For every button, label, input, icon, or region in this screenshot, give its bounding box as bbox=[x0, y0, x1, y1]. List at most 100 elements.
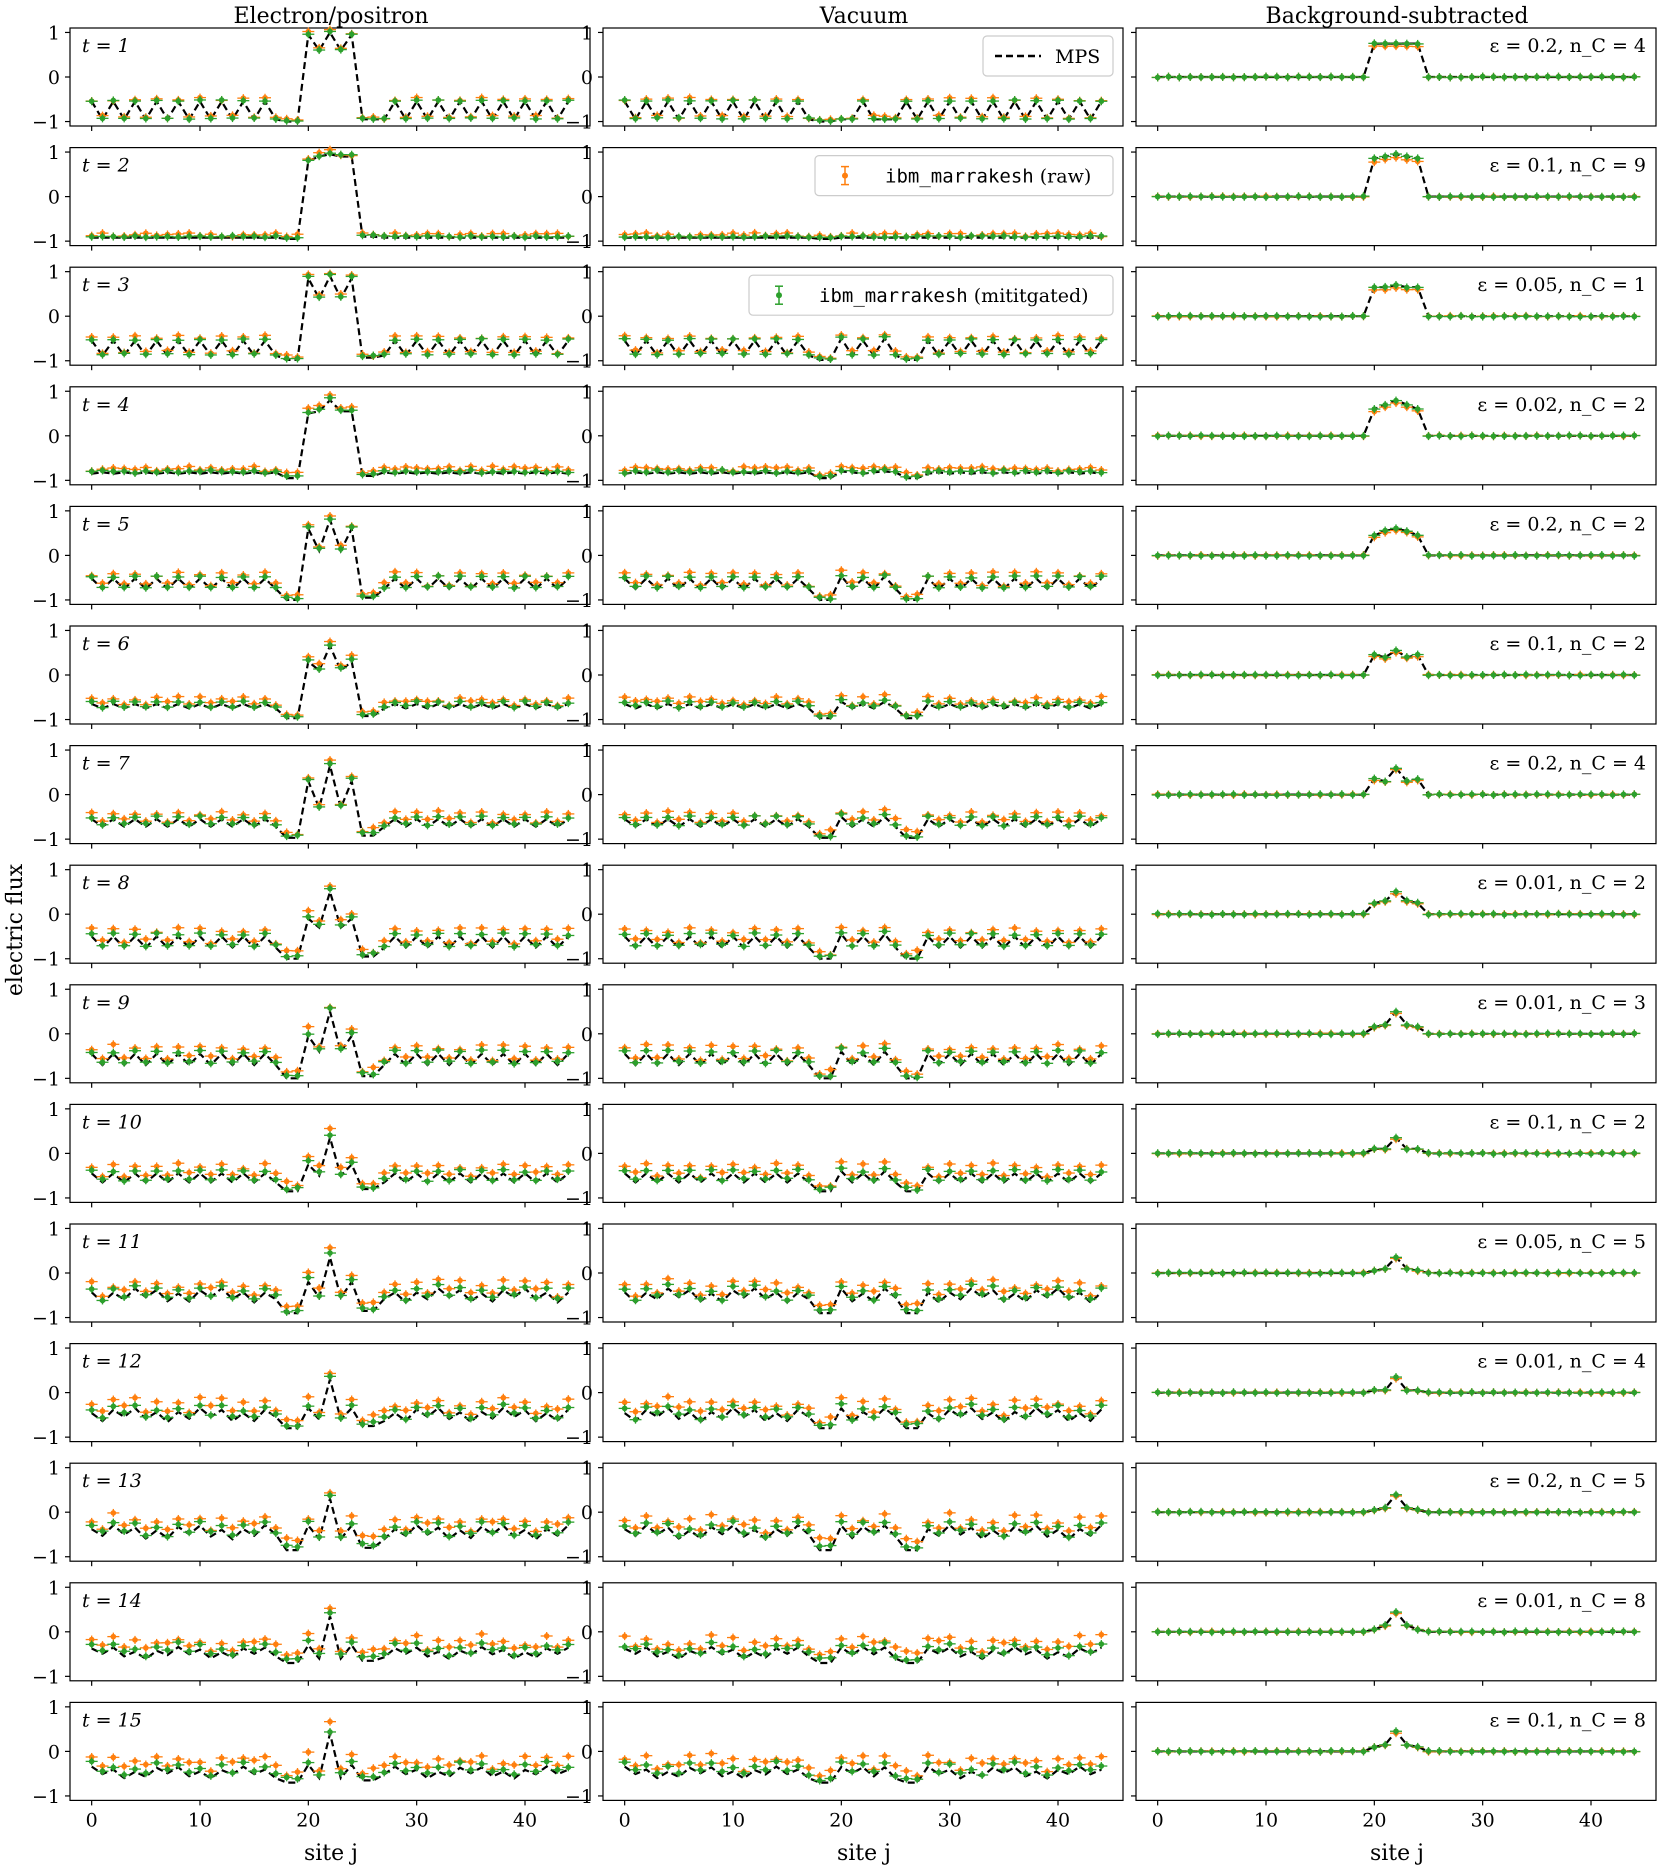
mitigated-point bbox=[175, 469, 182, 476]
mitigated-point bbox=[632, 351, 639, 357]
mitigated-point bbox=[968, 98, 975, 104]
mitigated-point bbox=[1087, 583, 1094, 590]
mitigated-point bbox=[1479, 73, 1486, 80]
mitigated-point bbox=[164, 467, 171, 474]
mitigated-point bbox=[784, 115, 790, 122]
mitigated-point bbox=[784, 233, 790, 239]
mitigated-point bbox=[1087, 350, 1094, 357]
mitigated-point bbox=[1011, 97, 1018, 103]
mitigated-point bbox=[1544, 313, 1551, 320]
mitigated-point bbox=[1382, 402, 1388, 408]
y-tick-label: −1 bbox=[32, 351, 60, 373]
mitigated-point bbox=[881, 116, 888, 122]
mitigated-point bbox=[197, 336, 203, 343]
time-label: t = 6 bbox=[82, 633, 130, 655]
mitigated-point bbox=[316, 666, 322, 672]
mitigated-point bbox=[305, 657, 312, 663]
mitigated-point bbox=[827, 118, 834, 124]
mitigated-point bbox=[370, 352, 377, 359]
mitigated-point bbox=[1349, 74, 1356, 80]
mitigated-point bbox=[1198, 432, 1204, 439]
y-tick-label: 1 bbox=[581, 620, 593, 642]
mitigated-point bbox=[816, 117, 823, 123]
mitigated-point bbox=[1566, 74, 1573, 80]
raw-point bbox=[403, 580, 409, 586]
mitigated-point bbox=[164, 584, 171, 590]
mitigated-point bbox=[511, 585, 517, 591]
mitigated-point bbox=[338, 546, 344, 552]
mitigated-point bbox=[1458, 552, 1464, 558]
mitigated-point bbox=[903, 234, 910, 240]
y-tick-label: −1 bbox=[32, 590, 60, 612]
mitigated-point bbox=[1382, 654, 1388, 661]
mitigated-point bbox=[359, 471, 366, 478]
mitigated-point bbox=[500, 97, 507, 104]
y-tick-label: 1 bbox=[48, 381, 60, 403]
mitigated-point bbox=[370, 710, 377, 717]
mitigated-point bbox=[1317, 313, 1323, 320]
mitigated-point bbox=[153, 233, 160, 240]
raw-point bbox=[99, 580, 106, 587]
mitigated-point bbox=[1534, 313, 1540, 320]
y-tick-label: 0 bbox=[48, 545, 60, 567]
mitigated-point bbox=[565, 97, 572, 104]
mitigated-point bbox=[218, 337, 225, 343]
mitigated-point bbox=[1631, 553, 1638, 559]
mitigated-point bbox=[1284, 193, 1291, 200]
mitigated-point bbox=[305, 157, 312, 164]
mitigated-point bbox=[871, 234, 877, 240]
mitigated-point bbox=[489, 351, 496, 358]
mitigated-point bbox=[424, 115, 431, 121]
mitigated-point bbox=[348, 656, 355, 662]
mitigated-point bbox=[543, 469, 550, 476]
mitigated-point bbox=[979, 233, 985, 239]
raw-point bbox=[381, 579, 387, 586]
mitigated-point bbox=[741, 351, 747, 357]
mitigated-point bbox=[164, 115, 171, 122]
time-label: t = 2 bbox=[82, 155, 130, 177]
mps-line bbox=[91, 153, 569, 240]
mitigated-point bbox=[1523, 433, 1529, 439]
mitigated-point bbox=[806, 702, 812, 709]
mitigated-point bbox=[1469, 552, 1475, 559]
mitigated-point bbox=[806, 234, 812, 240]
mitigated-point bbox=[892, 584, 899, 591]
mitigated-point bbox=[925, 233, 931, 239]
mitigated-point bbox=[348, 31, 355, 38]
mitigated-point bbox=[795, 698, 801, 705]
mitigated-point bbox=[164, 233, 171, 240]
mitigated-point bbox=[1609, 313, 1616, 320]
mitigated-point bbox=[676, 467, 682, 474]
mitigated-point bbox=[1458, 672, 1464, 679]
mitigated-point bbox=[686, 699, 693, 705]
mitigated-point bbox=[1534, 74, 1540, 80]
mitigated-point bbox=[1033, 469, 1040, 476]
y-tick-label: 1 bbox=[48, 22, 60, 44]
mitigated-point bbox=[1098, 98, 1105, 105]
mitigated-point bbox=[1501, 74, 1508, 80]
mitigated-point bbox=[773, 698, 780, 705]
mitigated-point bbox=[327, 394, 333, 401]
mitigated-point bbox=[457, 234, 463, 240]
mitigated-point bbox=[1066, 704, 1072, 710]
mitigated-point bbox=[795, 469, 801, 476]
mitigated-point bbox=[1187, 193, 1193, 200]
mitigated-point bbox=[762, 115, 769, 122]
mitigated-point bbox=[1458, 313, 1464, 319]
panels-group: 1 0 −1 t = 1 1 0 −1 ε = 0.2, n_C = 4 1 0 −1 t = 2 1 0… bbox=[32, 22, 1657, 1831]
mitigated-point bbox=[1512, 193, 1518, 200]
mitigated-point bbox=[676, 233, 682, 240]
mitigated-point bbox=[1154, 313, 1161, 320]
mitigated-point bbox=[1328, 552, 1334, 559]
mitigated-point bbox=[621, 234, 628, 240]
mitigated-point bbox=[936, 351, 942, 358]
mitigated-point bbox=[762, 584, 769, 590]
mitigated-point bbox=[359, 711, 366, 718]
raw-point bbox=[392, 333, 398, 339]
mitigated-point bbox=[741, 116, 747, 122]
mitigated-point bbox=[708, 469, 715, 475]
mitigated-point bbox=[99, 467, 106, 474]
y-tick-label: −1 bbox=[32, 112, 60, 134]
mitigated-point bbox=[892, 351, 899, 358]
mitigated-point bbox=[957, 703, 964, 710]
